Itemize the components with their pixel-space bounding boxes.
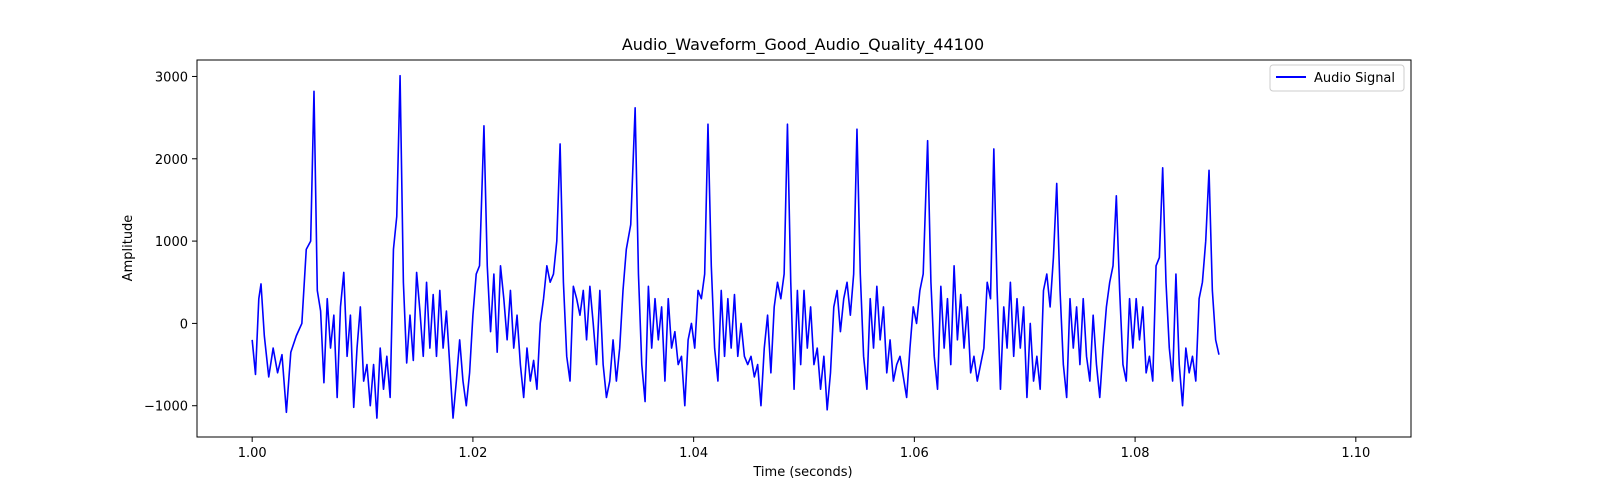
y-axis: −1000 0 1000 2000 3000	[144, 70, 197, 415]
legend: Audio Signal	[1269, 64, 1405, 92]
x-axis-label: Time (seconds)	[752, 465, 852, 480]
x-axis: 1.00 1.02 1.04 1.06 1.08 1.10	[238, 437, 1370, 461]
legend-label: Audio Signal	[1314, 71, 1395, 86]
x-tick-label: 1.08	[1121, 446, 1150, 461]
x-tick-label: 1.04	[679, 446, 708, 461]
y-tick-label: 0	[180, 317, 188, 332]
y-axis-label: Amplitude	[121, 215, 136, 282]
legend-box	[1269, 64, 1405, 92]
y-tick-label: −1000	[144, 400, 188, 415]
plot-frame	[196, 59, 1412, 438]
chart-title: Audio_Waveform_Good_Audio_Quality_44100	[622, 35, 984, 55]
x-tick-label: 1.02	[458, 446, 487, 461]
x-tick-label: 1.10	[1341, 446, 1370, 461]
y-tick-label: 3000	[155, 70, 188, 85]
x-tick-label: 1.00	[238, 446, 267, 461]
plot-area	[196, 59, 1412, 438]
x-tick-label: 1.06	[900, 446, 929, 461]
y-tick-label: 2000	[155, 153, 188, 168]
y-tick-label: 1000	[155, 235, 188, 250]
series-line-0	[251, 74, 1220, 419]
